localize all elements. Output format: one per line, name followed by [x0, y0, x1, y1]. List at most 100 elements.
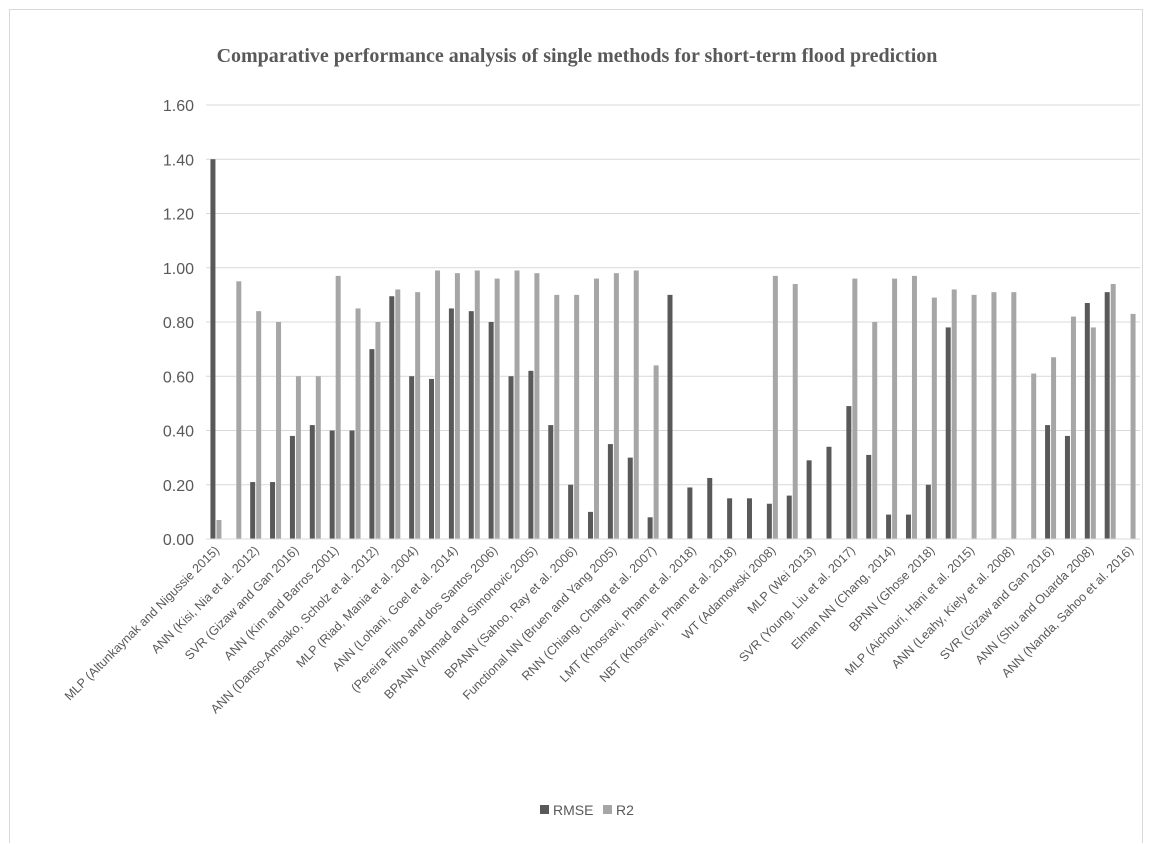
- bar-rmse: [607, 444, 613, 539]
- bar-r2: [276, 322, 282, 539]
- bar-rmse: [329, 430, 335, 539]
- bar-rmse: [429, 378, 435, 539]
- bar-rmse: [409, 376, 415, 539]
- bar-rmse: [1084, 303, 1090, 539]
- bar-r2: [574, 294, 580, 539]
- bar-rmse: [766, 503, 772, 539]
- bar-rmse: [687, 487, 693, 539]
- bar-r2: [1130, 313, 1136, 539]
- y-tick-label: 0.60: [163, 369, 194, 386]
- bar-r2: [395, 289, 401, 539]
- bar-r2: [435, 270, 441, 539]
- bar-r2: [335, 275, 341, 539]
- x-tick-label: (Pereira Filho and dos Santos 2006): [348, 543, 500, 695]
- bar-rmse: [945, 327, 951, 539]
- legend-swatch-rmse: [540, 805, 549, 814]
- y-tick-label: 1.60: [163, 98, 194, 115]
- y-tick-label: 0.20: [163, 478, 194, 495]
- bar-r2: [951, 289, 957, 539]
- bar-r2: [1031, 373, 1037, 539]
- bar-rmse: [925, 484, 931, 539]
- bar-rmse: [548, 425, 554, 539]
- bar-rmse: [1045, 425, 1051, 539]
- bar-rmse: [349, 430, 355, 539]
- x-tick-label: MLP (Altunkaynak and Nigussie 2015): [62, 543, 222, 703]
- bar-r2: [892, 278, 898, 539]
- x-axis-ticks: MLP (Altunkaynak and Nigussie 2015)ANN (…: [62, 543, 1136, 716]
- bar-r2: [911, 275, 917, 539]
- bar-r2: [494, 278, 500, 539]
- bar-rmse: [1104, 292, 1110, 539]
- bar-r2: [454, 273, 460, 539]
- bar-rmse: [707, 477, 713, 539]
- legend-swatch-r2: [603, 805, 612, 814]
- bar-r2: [772, 275, 778, 539]
- legend-label-rmse: RMSE: [553, 802, 593, 818]
- bar-rmse: [627, 457, 633, 539]
- y-tick-label: 0.40: [163, 424, 194, 441]
- bar-rmse: [289, 435, 295, 539]
- bar-rmse: [508, 376, 514, 539]
- bar-rmse: [250, 482, 256, 539]
- y-tick-label: 1.00: [163, 261, 194, 278]
- bar-rmse: [1064, 435, 1070, 539]
- bar-r2: [295, 376, 301, 539]
- bar-r2: [474, 270, 480, 539]
- y-tick-label: 1.40: [163, 152, 194, 169]
- bar-rmse: [468, 311, 474, 539]
- bar-r2: [1051, 357, 1057, 539]
- bar-r2: [514, 270, 520, 539]
- bar-r2: [792, 284, 798, 539]
- legend-label-r2: R2: [616, 802, 634, 818]
- bar-r2: [653, 365, 659, 539]
- bar-rmse: [667, 294, 673, 539]
- bar-rmse: [826, 446, 832, 539]
- bar-r2: [633, 270, 639, 539]
- bar-rmse: [806, 460, 812, 539]
- bar-rmse: [210, 159, 216, 539]
- bar-rmse: [588, 511, 594, 539]
- chart-svg: Comparative performance analysis of sing…: [62, 45, 1140, 818]
- chart-title: Comparative performance analysis of sing…: [217, 45, 938, 67]
- bars: [210, 159, 1136, 539]
- bar-rmse: [389, 296, 395, 539]
- bar-r2: [236, 281, 242, 539]
- bar-rmse: [727, 498, 733, 539]
- y-tick-label: 1.20: [163, 207, 194, 224]
- bar-rmse: [448, 308, 454, 539]
- bar-rmse: [866, 454, 872, 539]
- gridlines: [206, 104, 1140, 486]
- chart-frame: Comparative performance analysis of sing…: [9, 9, 1143, 843]
- y-tick-label: 0.00: [163, 532, 194, 549]
- bar-rmse: [905, 514, 911, 539]
- bar-rmse: [846, 406, 852, 539]
- bar-rmse: [270, 482, 276, 539]
- bar-rmse: [647, 517, 653, 539]
- bar-r2: [872, 322, 878, 539]
- bar-r2: [415, 292, 421, 539]
- y-tick-label: 0.80: [163, 315, 194, 332]
- bar-rmse: [786, 495, 792, 539]
- bar-r2: [315, 376, 321, 539]
- bar-r2: [1110, 284, 1116, 539]
- bar-r2: [613, 273, 619, 539]
- bar-r2: [216, 520, 222, 539]
- bar-rmse: [746, 498, 752, 539]
- bar-r2: [991, 292, 997, 539]
- bar-rmse: [886, 514, 892, 539]
- bar-r2: [534, 273, 540, 539]
- bar-r2: [1090, 327, 1096, 539]
- bar-r2: [256, 311, 262, 539]
- bar-r2: [594, 278, 600, 539]
- bar-rmse: [309, 425, 315, 539]
- bar-r2: [931, 297, 937, 539]
- bar-r2: [1011, 292, 1017, 539]
- bar-rmse: [488, 322, 494, 539]
- bar-rmse: [568, 484, 574, 539]
- bar-r2: [852, 278, 858, 539]
- bar-r2: [1070, 316, 1076, 539]
- y-axis-ticks: 0.00 0.20 0.40 0.60 0.80 1.00 1.20 1.40 1.60: [163, 98, 194, 549]
- bar-rmse: [528, 370, 534, 539]
- bar-r2: [554, 294, 560, 539]
- bar-r2: [375, 322, 381, 539]
